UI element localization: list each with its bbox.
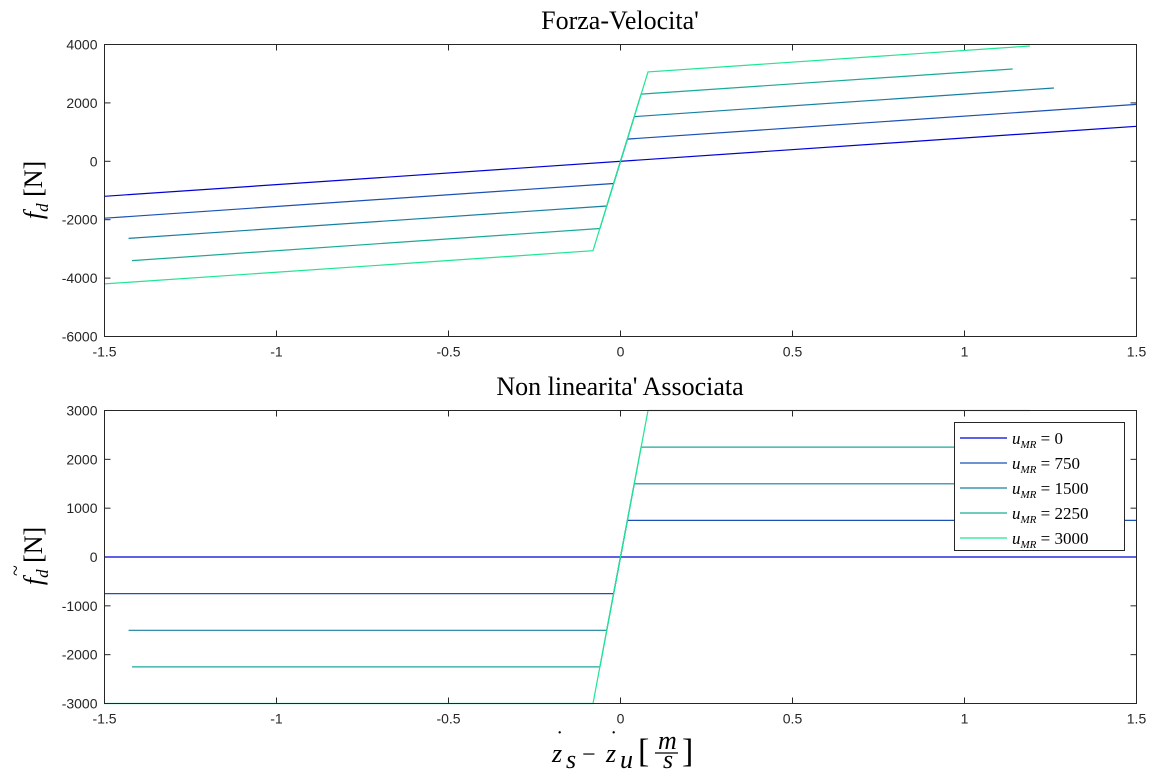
legend-entry: uMR = 2250 (960, 504, 1088, 526)
plot-non-linearita: Non linearita' Associata -1.5 -1 -0.5 0 0.5 1… (5, 372, 1146, 770)
x-tick-label: 1.5 (1127, 344, 1147, 360)
x-tick-label: -1 (270, 711, 283, 727)
y-tick-label: -3000 (62, 696, 98, 712)
y-tick-label: 0 (90, 153, 98, 169)
x-tick-label: 0.5 (783, 344, 803, 360)
x-tick-label: 1.5 (1127, 711, 1147, 727)
svg-text:˙: ˙ (556, 726, 563, 751)
y-axis-label: fd [N] (19, 527, 52, 585)
y-axis-label: fd [N] (19, 161, 52, 219)
axes-frame (104, 44, 1137, 337)
svg-text:z: z (605, 739, 616, 768)
x-tick-label: 0 (617, 711, 625, 727)
x-axis-label: z s ˙ − z u ˙ [ m s ] (551, 726, 693, 770)
x-tick-label: 0 (617, 344, 625, 360)
y-tick-label: -2000 (62, 647, 98, 663)
y-tick-label: 1000 (66, 500, 97, 516)
y-tick-label: -6000 (62, 329, 98, 345)
tick-layer: -1.5 -1 -0.5 0 0.5 1 1.5 -6000 -4000 -2000 0 2000 40… (62, 37, 1147, 360)
y-tick-label: 0 (90, 549, 98, 565)
svg-text:]: ] (682, 733, 693, 770)
legend-label: uMR = 0 (1012, 429, 1063, 451)
svg-text:u: u (620, 745, 633, 770)
y-tick-label: -2000 (62, 212, 98, 228)
legend-label: uMR = 750 (1012, 454, 1080, 476)
axes-frame (104, 410, 1137, 704)
svg-text:z: z (551, 739, 562, 768)
series-line (104, 45, 1030, 285)
x-tick-label: 0.5 (783, 711, 803, 727)
svg-text:s: s (566, 745, 576, 770)
y-tick-label: 2000 (66, 451, 97, 467)
legend-entry: uMR = 3000 (960, 529, 1088, 551)
x-tick-label: 1 (961, 344, 969, 360)
series-layer (104, 45, 1137, 285)
tick-layer: -1.5 -1 -0.5 0 0.5 1 1.5 -3000 -2000 -1000 0 1000 20… (62, 403, 1147, 727)
svg-text:˙: ˙ (610, 726, 617, 751)
legend-label: uMR = 3000 (1012, 529, 1088, 551)
plot-forza-velocita: Forza-Velocita' -1.5 -1 -0.5 0 0.5 1 1.5-6000-… (19, 6, 1146, 360)
legend-box (954, 422, 1125, 551)
svg-text:s: s (663, 745, 673, 770)
legend: uMR = 0 uMR = 750 uMR = 1500 uMR = 2250 uMR … (954, 422, 1125, 551)
y-tick-label: 4000 (66, 37, 97, 53)
legend-label: uMR = 1500 (1012, 479, 1088, 501)
legend-entry: uMR = 750 (960, 454, 1080, 476)
x-tick-label: -1 (270, 344, 283, 360)
y-tick-label: -1000 (62, 598, 98, 614)
legend-label: uMR = 2250 (1012, 504, 1088, 526)
x-tick-label: -0.5 (436, 711, 460, 727)
x-tick-label: 1 (961, 711, 969, 727)
x-tick-label: -1.5 (92, 711, 116, 727)
svg-text:[: [ (638, 733, 649, 770)
x-tick-label: -0.5 (436, 344, 460, 360)
plot-title: Non linearita' Associata (496, 372, 744, 401)
y-tick-label: 3000 (66, 403, 97, 419)
y-axis-label-tilde: ~ (5, 565, 27, 576)
x-tick-label: -1.5 (92, 344, 116, 360)
y-tick-label: -4000 (62, 270, 98, 286)
svg-text:−: − (582, 742, 596, 768)
svg-text:m: m (658, 726, 677, 755)
plot-title: Forza-Velocita' (541, 6, 699, 35)
legend-entry: uMR = 0 (960, 429, 1063, 451)
y-tick-label: 2000 (66, 95, 97, 111)
legend-entry: uMR = 1500 (960, 479, 1088, 501)
